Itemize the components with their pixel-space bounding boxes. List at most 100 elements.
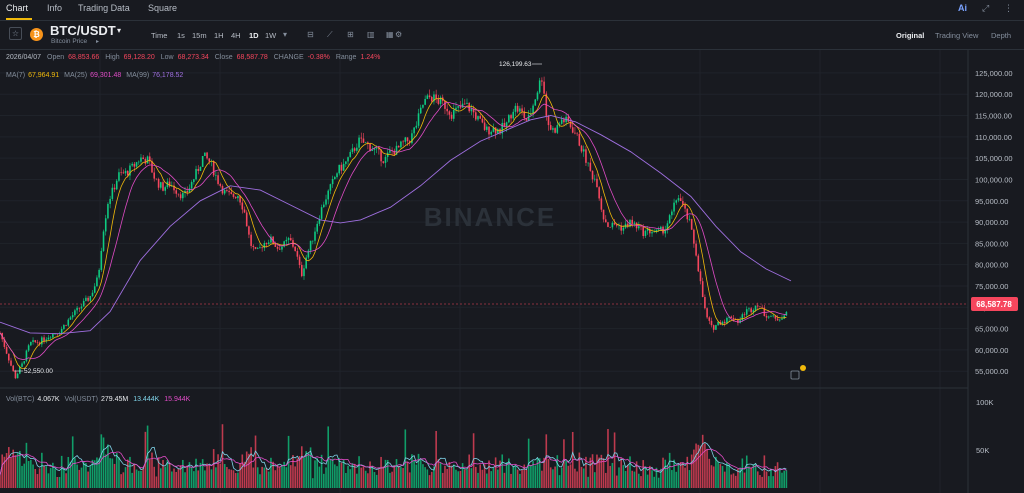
candle-body	[770, 316, 772, 317]
ai-icon[interactable]: Ai	[958, 3, 967, 13]
volume-bar	[494, 457, 497, 488]
ma-legend: MA(7) 67,964.91 MA(25) 69,301.48 MA(99) 76,…	[6, 72, 186, 79]
volume-bar	[536, 457, 539, 488]
price-axis-tick: 105,000.00	[975, 154, 1013, 163]
volume-bar	[534, 465, 537, 488]
candle-body	[364, 142, 367, 143]
candle-body	[60, 328, 63, 334]
candle-body	[516, 105, 519, 112]
candle-body	[541, 80, 543, 82]
volume-bar	[635, 461, 638, 488]
candle-body	[393, 150, 396, 155]
candle-body	[316, 223, 319, 232]
candle-body	[16, 373, 19, 379]
candle-body	[45, 339, 48, 342]
volume-bar	[556, 455, 559, 488]
candle-body	[452, 109, 455, 119]
view-trading-view[interactable]: Trading View	[935, 31, 979, 40]
candle-body	[323, 204, 325, 208]
candle-body	[54, 333, 56, 335]
compare-icon[interactable]: ⊞	[347, 30, 354, 39]
volume-bar	[267, 471, 270, 488]
candle-body	[21, 363, 23, 367]
symbol-dropdown-caret-icon[interactable]: ▾	[117, 26, 122, 35]
subtitle-caret-icon[interactable]: ▸	[96, 39, 100, 45]
timeframe-time[interactable]: Time	[151, 31, 168, 40]
ma7-line	[0, 94, 787, 370]
candle-body	[160, 182, 162, 188]
symbol-title[interactable]: BTC/USDT	[50, 23, 116, 38]
timeframe-15m[interactable]: 15m	[192, 31, 207, 40]
volume-bar	[695, 443, 697, 488]
candle-body	[173, 185, 175, 191]
candle-body	[65, 325, 67, 326]
candle-body	[256, 248, 259, 249]
ma99-label: MA(99)	[126, 72, 150, 79]
volume-bar	[770, 468, 772, 488]
volume-bar	[234, 473, 237, 488]
indicator-icon[interactable]: ⊟	[307, 30, 314, 39]
candle-body	[142, 157, 144, 160]
candle-body	[23, 361, 26, 364]
candle-body	[411, 133, 413, 144]
candle-body	[311, 240, 314, 242]
candle-body	[503, 122, 506, 127]
favorite-star-icon[interactable]: ☆	[9, 27, 22, 40]
candle-body	[378, 148, 380, 150]
candle-body	[558, 123, 561, 126]
volume-bar	[582, 468, 585, 488]
candle-body	[122, 172, 125, 174]
view-depth[interactable]: Depth	[991, 31, 1012, 40]
volume-bar	[230, 469, 233, 488]
price-axis-tick: 65,000.00	[975, 325, 1008, 334]
tab-chart[interactable]: Chart	[6, 3, 29, 13]
volume-bar	[730, 474, 733, 488]
candle-body	[146, 156, 149, 164]
timeframe-4h[interactable]: 4H	[231, 31, 241, 40]
volume-bar	[182, 459, 184, 488]
candle-body	[708, 317, 711, 321]
candle-body	[228, 190, 230, 193]
tab-trading-data[interactable]: Trading Data	[78, 3, 130, 13]
expand-icon[interactable]: ⤢	[982, 3, 990, 13]
view-original[interactable]: Original	[896, 31, 925, 40]
candle-body	[510, 115, 512, 119]
volume-bar	[441, 472, 444, 488]
volume-bar	[133, 463, 136, 488]
timeframe-1s[interactable]: 1s	[177, 31, 185, 40]
candle-body	[664, 229, 667, 234]
more-icon[interactable]: ⋮	[1004, 3, 1013, 13]
layout-icon[interactable]: ▥	[367, 30, 375, 39]
volume-bar	[320, 454, 323, 488]
candle-body	[74, 310, 76, 316]
candle-body	[25, 350, 28, 362]
candle-body	[223, 190, 226, 194]
grid-icon[interactable]: ▦	[386, 30, 394, 39]
timeframe-1w[interactable]: 1W	[265, 31, 277, 40]
alert-icon[interactable]	[790, 370, 800, 380]
timeframe-dropdown-icon[interactable]: ▾	[283, 30, 288, 39]
volume-bar	[237, 472, 239, 488]
volume-bar	[56, 476, 59, 488]
candle-body	[175, 190, 178, 194]
volume-bar	[303, 457, 305, 488]
volume-bar	[596, 454, 598, 488]
candle-body	[499, 129, 501, 134]
candle-body	[261, 247, 263, 249]
candle-body	[631, 219, 634, 224]
candle-body	[278, 248, 281, 250]
tab-info[interactable]: Info	[47, 3, 63, 13]
candle-body	[437, 98, 440, 104]
drawing-icon[interactable]: ⟋	[327, 30, 333, 39]
tab-square[interactable]: Square	[148, 3, 178, 13]
timeframe-1d[interactable]: 1D	[249, 31, 259, 40]
candle-body	[671, 211, 673, 216]
volume-bar	[646, 474, 649, 488]
volume-bar	[32, 464, 34, 488]
volume-bar	[226, 467, 228, 488]
settings-gear-icon[interactable]: ⚙	[395, 30, 403, 39]
timeframe-1h[interactable]: 1H	[214, 31, 224, 40]
volume-bar	[91, 459, 94, 488]
price-axis-tick: 60,000.00	[975, 346, 1008, 355]
